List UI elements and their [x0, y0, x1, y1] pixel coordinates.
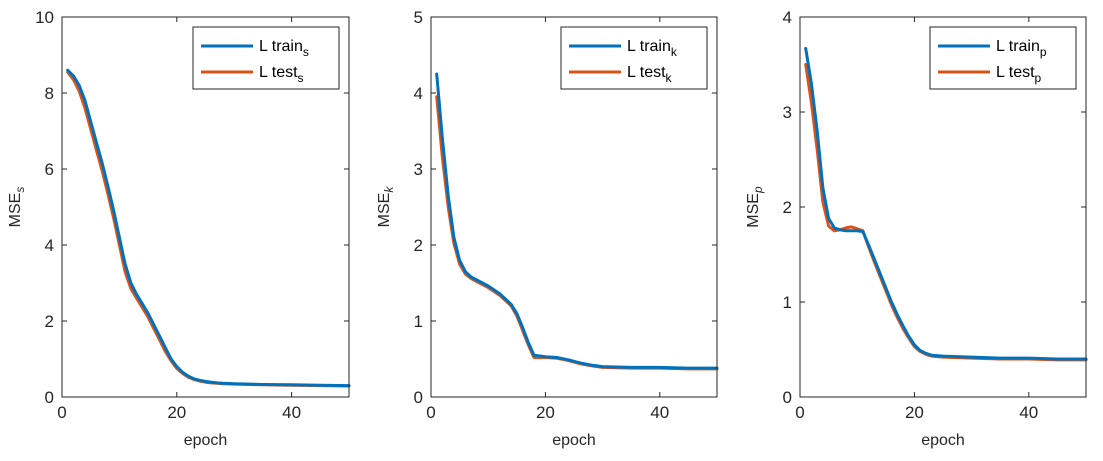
- legend-label-train: L trainp: [996, 38, 1047, 59]
- series-line-train: [804, 46, 1088, 361]
- series-line-test: [66, 70, 351, 388]
- y-tick-label: 0: [414, 388, 423, 407]
- legend-label-train: L trains: [259, 38, 309, 59]
- legend-label-train: L traink: [627, 38, 678, 59]
- x-tick-label: 20: [167, 403, 186, 422]
- x-tick-label: 20: [905, 403, 924, 422]
- axes-box: [430, 16, 718, 398]
- legend: L trainp L testp: [929, 26, 1077, 90]
- legend-label-test: L testk: [627, 64, 673, 85]
- y-tick-label: 1: [414, 312, 423, 331]
- x-tick-label: 40: [282, 403, 301, 422]
- x-tick-label: 20: [536, 403, 555, 422]
- series-line-test: [804, 63, 1088, 362]
- x-tick-label: 0: [426, 403, 435, 422]
- y-tick-label: 3: [783, 103, 792, 122]
- y-axis-label: MSEs: [7, 187, 27, 228]
- series-line-train: [435, 72, 719, 370]
- y-tick-label: 4: [783, 8, 792, 27]
- legend-box: [560, 26, 708, 90]
- x-tick-label: 40: [650, 403, 669, 422]
- y-tick-label: 5: [414, 8, 423, 27]
- x-tick-label: 40: [1019, 403, 1038, 422]
- y-tick-label: 6: [45, 160, 54, 179]
- series-line-train: [66, 68, 351, 388]
- x-axis-label: epoch: [552, 432, 596, 449]
- chart-panel-1: 0 20 40 0 2 4 6 8 10 epoch MSEs L trains L tests: [7, 8, 351, 449]
- axes-box: [61, 16, 350, 398]
- y-axis-label: MSEp: [745, 186, 765, 228]
- y-tick-label: 0: [45, 388, 54, 407]
- x-tick-label: 0: [795, 403, 804, 422]
- legend-box: [192, 26, 340, 90]
- y-tick-label: 8: [45, 84, 54, 103]
- series-line-test: [435, 95, 719, 371]
- y-tick-label: 4: [45, 236, 54, 255]
- x-axis-label: epoch: [921, 432, 965, 449]
- legend-label-test: L tests: [259, 64, 304, 85]
- y-tick-label: 0: [783, 388, 792, 407]
- x-axis-label: epoch: [184, 432, 228, 449]
- y-tick-label: 2: [414, 236, 423, 255]
- y-tick-label: 4: [414, 84, 423, 103]
- legend-label-test: L testp: [996, 64, 1042, 85]
- y-tick-label: 1: [783, 293, 792, 312]
- chart-panel-2: 0 20 40 0 1 2 3 4 5 epoch MSEk L traink L testk: [376, 8, 719, 449]
- y-tick-label: 2: [45, 312, 54, 331]
- y-tick-label: 10: [35, 8, 54, 27]
- y-axis-label: MSEk: [376, 186, 396, 228]
- legend: L trains L tests: [192, 26, 340, 90]
- x-tick-label: 0: [57, 403, 66, 422]
- legend-box: [929, 26, 1077, 90]
- y-tick-label: 3: [414, 160, 423, 179]
- y-tick-label: 2: [783, 198, 792, 217]
- legend: L traink L testk: [560, 26, 708, 90]
- chart-panel-3: 0 20 40 0 1 2 3 4 epoch MSEp L trainp L testp: [745, 8, 1088, 449]
